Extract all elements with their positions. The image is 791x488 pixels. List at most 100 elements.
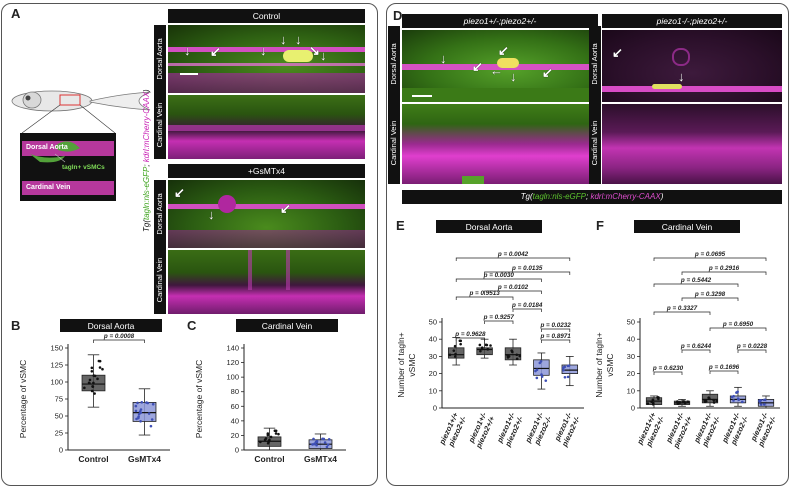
p-value-label: p = 0.0135 xyxy=(511,265,543,272)
data-point xyxy=(540,373,543,376)
chart-title-box xyxy=(436,220,542,233)
data-point xyxy=(83,386,86,390)
x-tick-label-group: piezo1-/-piezo2+/- xyxy=(552,411,582,449)
significance-bracket xyxy=(653,283,739,287)
x-tick-label: GsMTx4 xyxy=(128,454,161,464)
data-point xyxy=(137,412,141,416)
x-tick-label: Control xyxy=(78,454,108,464)
data-point xyxy=(562,368,565,372)
p-value-label: p = 0.9628 xyxy=(454,331,486,338)
het-cardinal-vein-label: Cardinal Vein xyxy=(388,102,400,184)
data-point xyxy=(88,378,92,382)
data-point xyxy=(136,401,139,405)
x-tick-label-group: piezo1+/+piezo2+/- xyxy=(437,410,468,448)
y-tick-label: 80 xyxy=(231,387,239,396)
significance-bracket xyxy=(709,327,767,331)
data-point xyxy=(453,344,457,348)
x-tick-label: Control xyxy=(254,454,284,464)
arrow-icon: ↙ xyxy=(472,59,483,74)
data-point xyxy=(762,403,766,406)
scale-bar xyxy=(412,95,432,97)
data-point xyxy=(458,339,462,343)
x-tick-label-group: piezo1-/-piezo2+/- xyxy=(748,411,778,449)
data-point xyxy=(145,401,148,404)
data-point xyxy=(259,440,262,444)
y-tick-label: 20 xyxy=(429,369,437,378)
significance-bracket xyxy=(541,339,571,343)
data-point xyxy=(535,368,539,372)
data-point xyxy=(459,342,462,346)
p-value-label: p = 0.0695 xyxy=(694,251,726,258)
arrow-icon: ↓ xyxy=(260,43,267,58)
significance-bracket xyxy=(455,296,514,300)
data-point xyxy=(763,398,767,402)
ko-header: piezo1-/-;piezo2+/- xyxy=(602,14,782,28)
data-point xyxy=(448,353,452,357)
y-tick-label: 120 xyxy=(226,358,239,367)
y-tick-label: 0 xyxy=(631,404,635,413)
data-point xyxy=(326,443,330,446)
data-point xyxy=(480,346,484,349)
data-point xyxy=(313,442,316,445)
data-point xyxy=(92,374,96,377)
p-value-label: p = 0.6950 xyxy=(722,321,754,328)
data-point xyxy=(707,396,710,399)
p-value-label: p = 0.3327 xyxy=(666,305,698,312)
data-point xyxy=(676,402,680,406)
p-value-label: p = 0.5442 xyxy=(680,277,712,284)
data-point xyxy=(134,409,138,413)
p-value-label: p = 0.2916 xyxy=(708,265,740,272)
arrow-icon: ↓ xyxy=(678,69,685,84)
y-tick-label: 50 xyxy=(627,318,635,327)
data-point xyxy=(656,396,659,399)
arrow-icon: ↓ xyxy=(440,51,447,66)
data-point xyxy=(97,359,101,363)
data-point xyxy=(704,399,708,403)
het-dorsal-aorta-label: Dorsal Aorta xyxy=(388,26,400,102)
significance-bracket xyxy=(455,278,542,282)
data-point xyxy=(454,352,457,356)
panel-a-transgene-label: Tg(tagln:nls-eGFP; kdrl:mCherry-CAAX) xyxy=(142,89,151,232)
data-point xyxy=(682,400,685,403)
data-point xyxy=(712,398,716,402)
significance-bracket xyxy=(681,297,739,301)
data-point xyxy=(138,410,142,413)
tg-suffix: ) xyxy=(660,192,664,201)
data-point xyxy=(484,343,488,347)
data-point xyxy=(563,365,567,369)
panel-letter-f: F xyxy=(596,218,604,233)
data-point xyxy=(88,381,91,385)
data-point xyxy=(479,349,482,353)
arrow-icon: ↙ xyxy=(612,45,623,60)
significance-bracket xyxy=(653,257,767,261)
significance-bracket xyxy=(681,271,767,275)
data-point xyxy=(325,445,329,449)
data-point xyxy=(327,438,331,441)
arrow-icon: ↓ xyxy=(208,207,215,222)
tg-magenta-text: kdrl:mCherry-CAAX xyxy=(590,192,661,201)
chart-title: Cardinal Vein xyxy=(262,321,313,331)
data-point xyxy=(140,400,144,404)
data-point xyxy=(137,415,140,418)
significance-bracket xyxy=(737,349,767,353)
y-tick-label: 50 xyxy=(55,412,63,421)
chart-title: Dorsal Aorta xyxy=(88,321,135,331)
data-point xyxy=(452,349,456,352)
arrow-icon: ↙ xyxy=(210,44,221,59)
x-tick-label-group: piezo1+/-piezo2-/- xyxy=(523,411,554,448)
data-point xyxy=(150,418,154,421)
ko-header-text: piezo1-/-;piezo2+/- xyxy=(656,16,728,26)
data-point xyxy=(489,344,492,347)
panel-letter-a: A xyxy=(11,6,21,21)
data-point xyxy=(686,400,690,403)
data-point xyxy=(544,379,548,382)
significance-bracket xyxy=(93,339,145,343)
y-tick-label: 125 xyxy=(50,361,63,370)
y-tick-label: 10 xyxy=(627,386,635,395)
data-point xyxy=(540,375,544,378)
significance-bracket xyxy=(484,290,542,294)
p-value-label: p = 0.6230 xyxy=(652,365,684,372)
panel-letter-d: D xyxy=(393,8,403,23)
data-point xyxy=(507,355,511,358)
y-axis-label: Number of tagln+ xyxy=(594,332,604,397)
